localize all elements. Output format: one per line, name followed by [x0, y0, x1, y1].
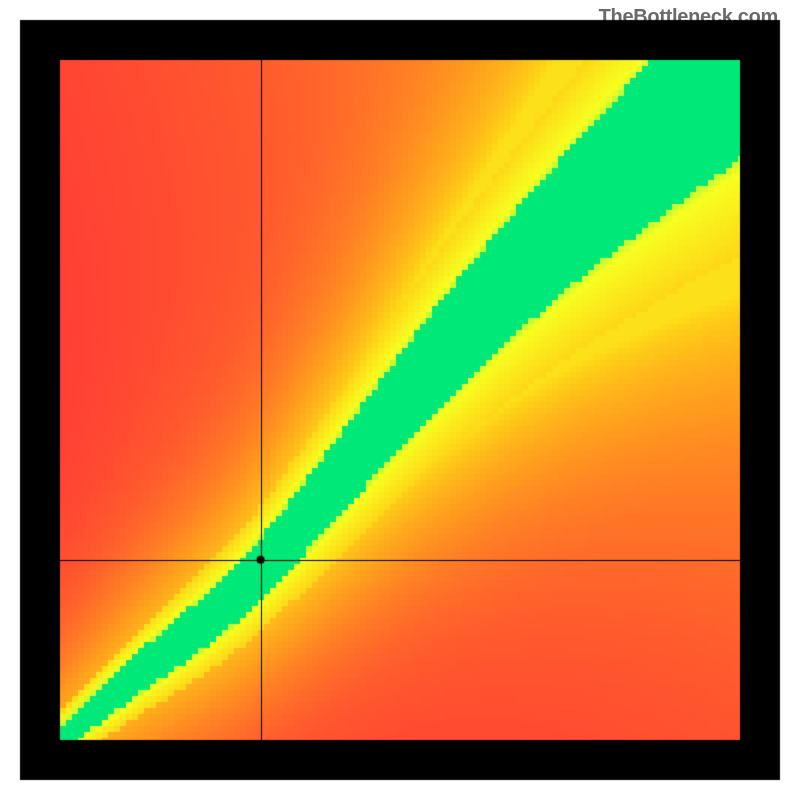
bottleneck-heatmap [0, 0, 800, 800]
